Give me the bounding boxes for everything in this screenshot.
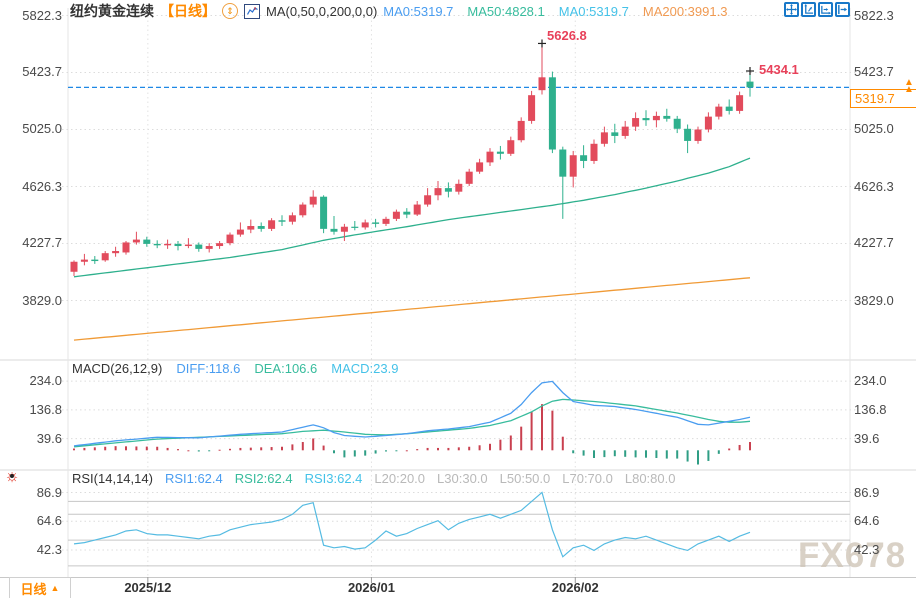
macd-diff-value: DIFF:118.6 [176, 361, 241, 376]
axis-tick-label: 5822.3 [854, 7, 894, 23]
axis-tick-label: 234.0 [29, 373, 62, 389]
x-axis-month-label: 2026/01 [347, 580, 395, 595]
x-axis-month-label: 2026/02 [551, 580, 599, 595]
period-arrow-icon: ▲ [50, 583, 60, 593]
rsi-level-label: L20:20.0 [374, 471, 426, 486]
ma-value-label: MA0:5319.7 [383, 3, 454, 19]
axis-tick-label: 5025.0 [22, 121, 62, 137]
timeframe-expand-icon[interactable]: ⇕ [222, 3, 238, 19]
peak-price-annotation: 5626.8 [547, 28, 587, 44]
axis-tick-label: 234.0 [854, 373, 887, 389]
axis-tick-label: 5423.7 [22, 64, 62, 80]
rsi-level-label: L80:80.0 [624, 471, 676, 486]
axis-tick-label: 5025.0 [854, 121, 894, 137]
axis-tick-label: 86.9 [854, 484, 880, 500]
rsi2-value: RSI2:62.4 [234, 471, 293, 486]
ma-value-label: MA50:4828.1 [467, 3, 545, 19]
macd-macd-value: MACD:23.9 [331, 361, 399, 376]
ma-settings-label: MA(0,50,0,200,0,0) [266, 3, 378, 19]
axis-tick-label: 3829.0 [854, 292, 894, 308]
axis-tick-label: 64.6 [36, 513, 62, 529]
axis-tick-label: 4227.7 [22, 235, 62, 251]
ma-value-label: MA200:3991.3 [642, 3, 728, 19]
rsi-level-label: L70:70.0 [562, 471, 613, 486]
indicator-chart-icon[interactable] [244, 3, 260, 19]
scale-y-axis-icon[interactable] [801, 2, 816, 17]
indicator-settings-sun-icon[interactable]: ☼ [2, 466, 22, 486]
current-price-badge: 5319.7 [850, 89, 916, 109]
symbol-name: 纽约黄金连续 [70, 3, 154, 19]
ma-values-row: MA0:5319.7 MA50:4828.1 MA0:5319.7 MA200:399… [383, 4, 727, 19]
chart-header: 纽约黄金连续 【日线】 ⇕ MA(0,50,0,200,0,0) MA0:531… [70, 2, 727, 20]
timeframe-label: 【日线】 [160, 3, 216, 19]
macd-header: MACD(26,12,9) DIFF:118.6 DEA:106.6 MACD:… [72, 361, 398, 376]
axis-tick-label: 5423.7 [854, 64, 894, 80]
last-high-annotation: 5434.1 [759, 62, 799, 77]
rsi-level-labels: L20:20.0 L30:30.0 L50:50.0 L70:70.0 L80:80.0 [374, 471, 675, 486]
axis-tick-label: 64.6 [854, 513, 880, 529]
axis-tick-label: 42.3 [854, 541, 880, 557]
macd-dea-value: DEA:106.6 [254, 361, 318, 376]
pan-to-latest-icon[interactable] [835, 2, 850, 17]
period-label: 日线 [20, 581, 47, 597]
x-axis-month-label: 2025/12 [124, 580, 172, 595]
axis-tick-label: 4227.7 [854, 235, 894, 251]
ma-value-label: MA0:5319.7 [558, 3, 629, 19]
rsi-title: RSI(14,14,14) [72, 471, 153, 486]
axis-tick-label: 39.6 [36, 430, 62, 446]
axis-tick-label: 86.9 [36, 484, 62, 500]
rsi1-value: RSI1:62.4 [164, 471, 223, 486]
rsi-header: RSI(14,14,14) RSI1:62.4 RSI2:62.4 RSI3:6… [72, 471, 675, 486]
rsi-level-label: L50:50.0 [499, 471, 551, 486]
axis-tick-label: 4626.3 [854, 178, 894, 194]
axis-tick-label: 42.3 [36, 541, 62, 557]
scale-x-axis-icon[interactable] [818, 2, 833, 17]
axis-tick-label: 136.8 [854, 401, 887, 417]
axis-tick-label: 136.8 [29, 401, 62, 417]
axis-tick-label: 4626.3 [22, 178, 62, 194]
rsi3-value: RSI3:62.4 [304, 471, 363, 486]
axis-tick-label: 3829.0 [22, 292, 62, 308]
chart-toolbar [784, 2, 850, 17]
macd-title: MACD(26,12,9) [72, 361, 163, 376]
crosshair-move-icon[interactable] [784, 2, 799, 17]
watermark: FX678 [798, 536, 907, 575]
period-selector-button[interactable]: 日线 ▲ [9, 577, 71, 598]
axis-tick-label: 39.6 [854, 430, 880, 446]
rsi-level-label: L30:30.0 [437, 471, 488, 486]
axis-tick-label: 5822.3 [22, 7, 62, 23]
price-arrow-marker: ▲ ▲ [904, 77, 914, 96]
